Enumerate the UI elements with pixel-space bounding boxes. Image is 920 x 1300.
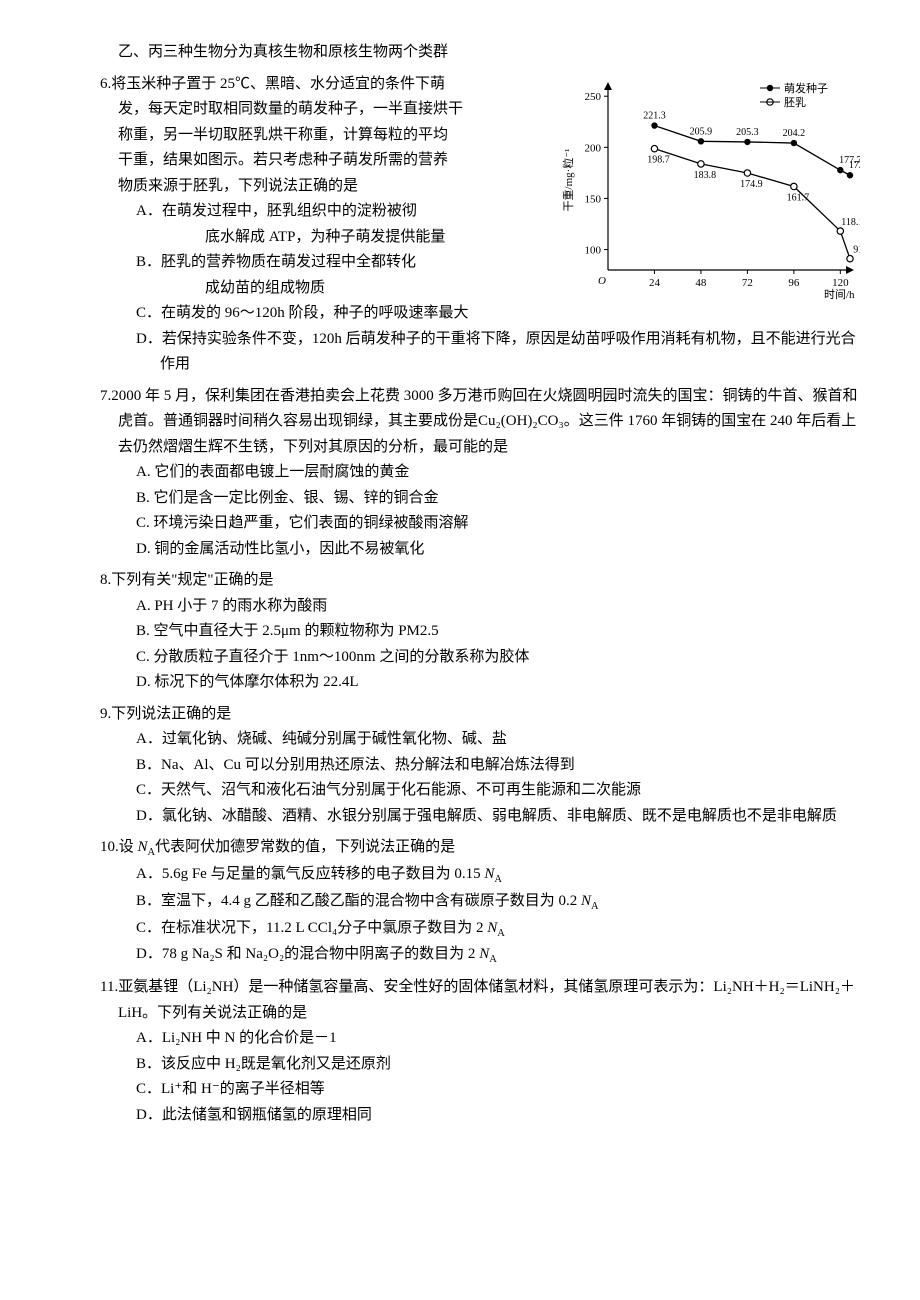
q6-num: 6. — [100, 76, 111, 92]
q11-opt-c: C．Li⁺和 H⁻的离子半径相等 — [136, 1077, 860, 1103]
svg-text:161.7: 161.7 — [787, 192, 810, 203]
q10-text-a: 设 — [119, 839, 138, 855]
q10-opt-d: D．78 g Na₂S 和 Na₂O₂的混合物中阴离子的数目为 2 NA — [136, 942, 860, 969]
q9-options: A．过氧化钠、烧碱、纯碱分别属于碱性氧化物、碱、盐 B．Na、Al、Cu 可以分… — [100, 727, 860, 829]
q6-l0: 将玉米种子置于 25℃、黑暗、水分适宜的条件下萌 — [111, 76, 445, 92]
svg-text:91.1: 91.1 — [853, 244, 860, 255]
q9-opt-b: B．Na、Al、Cu 可以分别用热还原法、热分解法和电解冶炼法得到 — [136, 753, 860, 779]
q11-num: 11. — [100, 979, 118, 995]
q8-opt-d: D. 标况下的气体摩尔体积为 22.4L — [136, 670, 860, 696]
q7-options: A. 它们的表面都电镀上一层耐腐蚀的黄金 B. 它们是含一定比例金、银、锡、锌的… — [100, 460, 860, 562]
svg-text:时间/h: 时间/h — [824, 288, 855, 301]
q9-opt-d: D．氯化钠、冰醋酸、酒精、水银分别属于强电解质、弱电解质、非电解质、既不是电解质… — [136, 804, 860, 830]
q10-a-text: A．5.6g Fe 与足量的氯气反应转移的电子数目为 0.15 — [136, 866, 484, 882]
svg-text:221.3: 221.3 — [643, 110, 666, 121]
svg-text:24: 24 — [649, 277, 661, 289]
svg-text:200: 200 — [585, 142, 602, 154]
q7-opt-d: D. 铜的金属活动性比氢小，因此不易被氧化 — [136, 537, 860, 563]
q11-opt-d: D．此法储氢和钢瓶储氢的原理相同 — [136, 1103, 860, 1129]
q8-num: 8. — [100, 572, 111, 588]
svg-text:100: 100 — [585, 244, 602, 256]
q10-a-na: N — [484, 866, 494, 882]
svg-text:120: 120 — [832, 277, 849, 289]
q9-stem: 9.下列说法正确的是 — [100, 702, 860, 728]
question-11: 11.亚氨基锂（Li₂NH）是一种储氢容量高、安全性好的固体储氢材料，其储氢原理… — [100, 975, 860, 1128]
q10-opt-c: C．在标准状况下，11.2 L CCl₄分子中氯原子数目为 2 NA — [136, 916, 860, 943]
svg-text:96: 96 — [788, 277, 800, 289]
q10-c-na-sub: A — [497, 928, 505, 939]
svg-text:干重/mg·粒⁻¹: 干重/mg·粒⁻¹ — [561, 148, 575, 211]
svg-text:174.9: 174.9 — [740, 178, 763, 189]
question-8: 8.下列有关"规定"正确的是 A. PH 小于 7 的雨水称为酸雨 B. 空气中… — [100, 568, 860, 696]
q10-num: 10. — [100, 839, 119, 855]
q7-num: 7. — [100, 388, 111, 404]
q10-c-text: C．在标准状况下，11.2 L CCl₄分子中氯原子数目为 2 — [136, 920, 487, 936]
q9-num: 9. — [100, 706, 111, 722]
svg-text:204.2: 204.2 — [783, 128, 806, 139]
q11-opt-a: A．Li₂NH 中 N 的化合价是－1 — [136, 1026, 860, 1052]
question-10: 10.设 NA代表阿伏加德罗常数的值，下列说法正确的是 A．5.6g Fe 与足… — [100, 835, 860, 969]
question-6: 100 150 200 250 24 48 72 96 120 O 时间/h 干重/mg·粒⁻¹ 221… — [100, 72, 860, 378]
svg-text:150: 150 — [585, 193, 602, 205]
q9-text: 下列说法正确的是 — [111, 706, 231, 722]
svg-text:205.9: 205.9 — [690, 126, 713, 137]
svg-text:205.3: 205.3 — [736, 126, 759, 137]
q7-opt-c: C. 环境污染日趋严重，它们表面的铜绿被酸雨溶解 — [136, 511, 860, 537]
svg-text:118.1: 118.1 — [841, 217, 860, 228]
q7-opt-b: B. 它们是含一定比例金、银、锡、锌的铜合金 — [136, 486, 860, 512]
q7-stem: 7.2000 年 5 月，保利集团在香港拍卖会上花费 3000 多万港币购回在火… — [100, 384, 860, 461]
question-9: 9.下列说法正确的是 A．过氧化钠、烧碱、纯碱分别属于碱性氧化物、碱、盐 B．N… — [100, 702, 860, 830]
svg-text:250: 250 — [585, 91, 602, 103]
q10-d-na-sub: A — [489, 954, 497, 965]
q10-opt-b: B．室温下，4.4 g 乙醛和乙酸乙酯的混合物中含有碳原子数目为 0.2 NA — [136, 889, 860, 916]
svg-text:72: 72 — [742, 277, 753, 289]
q8-opt-c: C. 分散质粒子直径介于 1nm～100nm 之间的分散系称为胶体 — [136, 645, 860, 671]
q6-chart: 100 150 200 250 24 48 72 96 120 O 时间/h 干重/mg·粒⁻¹ 221… — [560, 72, 860, 312]
q10-d-text: D．78 g Na₂S 和 Na₂O₂的混合物中阴离子的数目为 2 — [136, 946, 479, 962]
q8-text: 下列有关"规定"正确的是 — [111, 572, 273, 588]
q10-stem: 10.设 NA代表阿伏加德罗常数的值，下列说法正确的是 — [100, 835, 860, 862]
q8-options: A. PH 小于 7 的雨水称为酸雨 B. 空气中直径大于 2.5μm 的颗粒物… — [100, 594, 860, 696]
q10-text-b: 代表阿伏加德罗常数的值，下列说法正确的是 — [155, 839, 455, 855]
q9-opt-a: A．过氧化钠、烧碱、纯碱分别属于碱性氧化物、碱、盐 — [136, 727, 860, 753]
svg-text:172.7: 172.7 — [849, 160, 860, 171]
svg-text:183.8: 183.8 — [694, 169, 717, 180]
q10-d-na: N — [479, 946, 489, 962]
q11-options: A．Li₂NH 中 N 的化合价是－1 B．该反应中 H₂既是氧化剂又是还原剂 … — [100, 1026, 860, 1128]
svg-text:胚乳: 胚乳 — [784, 96, 806, 109]
q11-stem: 11.亚氨基锂（Li₂NH）是一种储氢容量高、安全性好的固体储氢材料，其储氢原理… — [100, 975, 860, 1026]
q11-opt-b: B．该反应中 H₂既是氧化剂又是还原剂 — [136, 1052, 860, 1078]
q10-options: A．5.6g Fe 与足量的氯气反应转移的电子数目为 0.15 NA B．室温下… — [100, 862, 860, 969]
q7-opt-a: A. 它们的表面都电镀上一层耐腐蚀的黄金 — [136, 460, 860, 486]
svg-text:O: O — [598, 275, 606, 287]
q10-a-na-sub: A — [494, 874, 502, 885]
q6-opt-d: D．若保持实验条件不变，120h 后萌发种子的干重将下降，原因是幼苗呼吸作用消耗… — [136, 327, 860, 378]
question-5-tail: 乙、丙三种生物分为真核生物和原核生物两个类群 — [100, 40, 860, 66]
q7-text: 2000 年 5 月，保利集团在香港拍卖会上花费 3000 多万港币购回在火烧圆… — [111, 388, 857, 455]
q8-stem: 8.下列有关"规定"正确的是 — [100, 568, 860, 594]
q5-tail-text: 乙、丙三种生物分为真核生物和原核生物两个类群 — [100, 40, 860, 66]
q8-opt-b: B. 空气中直径大于 2.5μm 的颗粒物称为 PM2.5 — [136, 619, 860, 645]
q10-na-main: N — [138, 839, 148, 855]
q10-b-na: N — [581, 893, 591, 909]
q10-na-sub: A — [148, 847, 156, 858]
q11-text: 亚氨基锂（Li₂NH）是一种储氢容量高、安全性好的固体储氢材料，其储氢原理可表示… — [118, 979, 855, 1021]
svg-text:48: 48 — [695, 277, 707, 289]
q9-opt-c: C．天然气、沼气和液化石油气分别属于化石能源、不可再生能源和二次能源 — [136, 778, 860, 804]
q10-b-na-sub: A — [591, 901, 599, 912]
svg-text:萌发种子: 萌发种子 — [784, 81, 828, 95]
svg-text:198.7: 198.7 — [647, 154, 670, 165]
question-7: 7.2000 年 5 月，保利集团在香港拍卖会上花费 3000 多万港币购回在火… — [100, 384, 860, 563]
line-chart-svg: 100 150 200 250 24 48 72 96 120 O 时间/h 干重/mg·粒⁻¹ 221… — [560, 72, 860, 302]
q10-b-text: B．室温下，4.4 g 乙醛和乙酸乙酯的混合物中含有碳原子数目为 0.2 — [136, 893, 581, 909]
q10-c-na: N — [487, 920, 497, 936]
q8-opt-a: A. PH 小于 7 的雨水称为酸雨 — [136, 594, 860, 620]
q10-opt-a: A．5.6g Fe 与足量的氯气反应转移的电子数目为 0.15 NA — [136, 862, 860, 889]
